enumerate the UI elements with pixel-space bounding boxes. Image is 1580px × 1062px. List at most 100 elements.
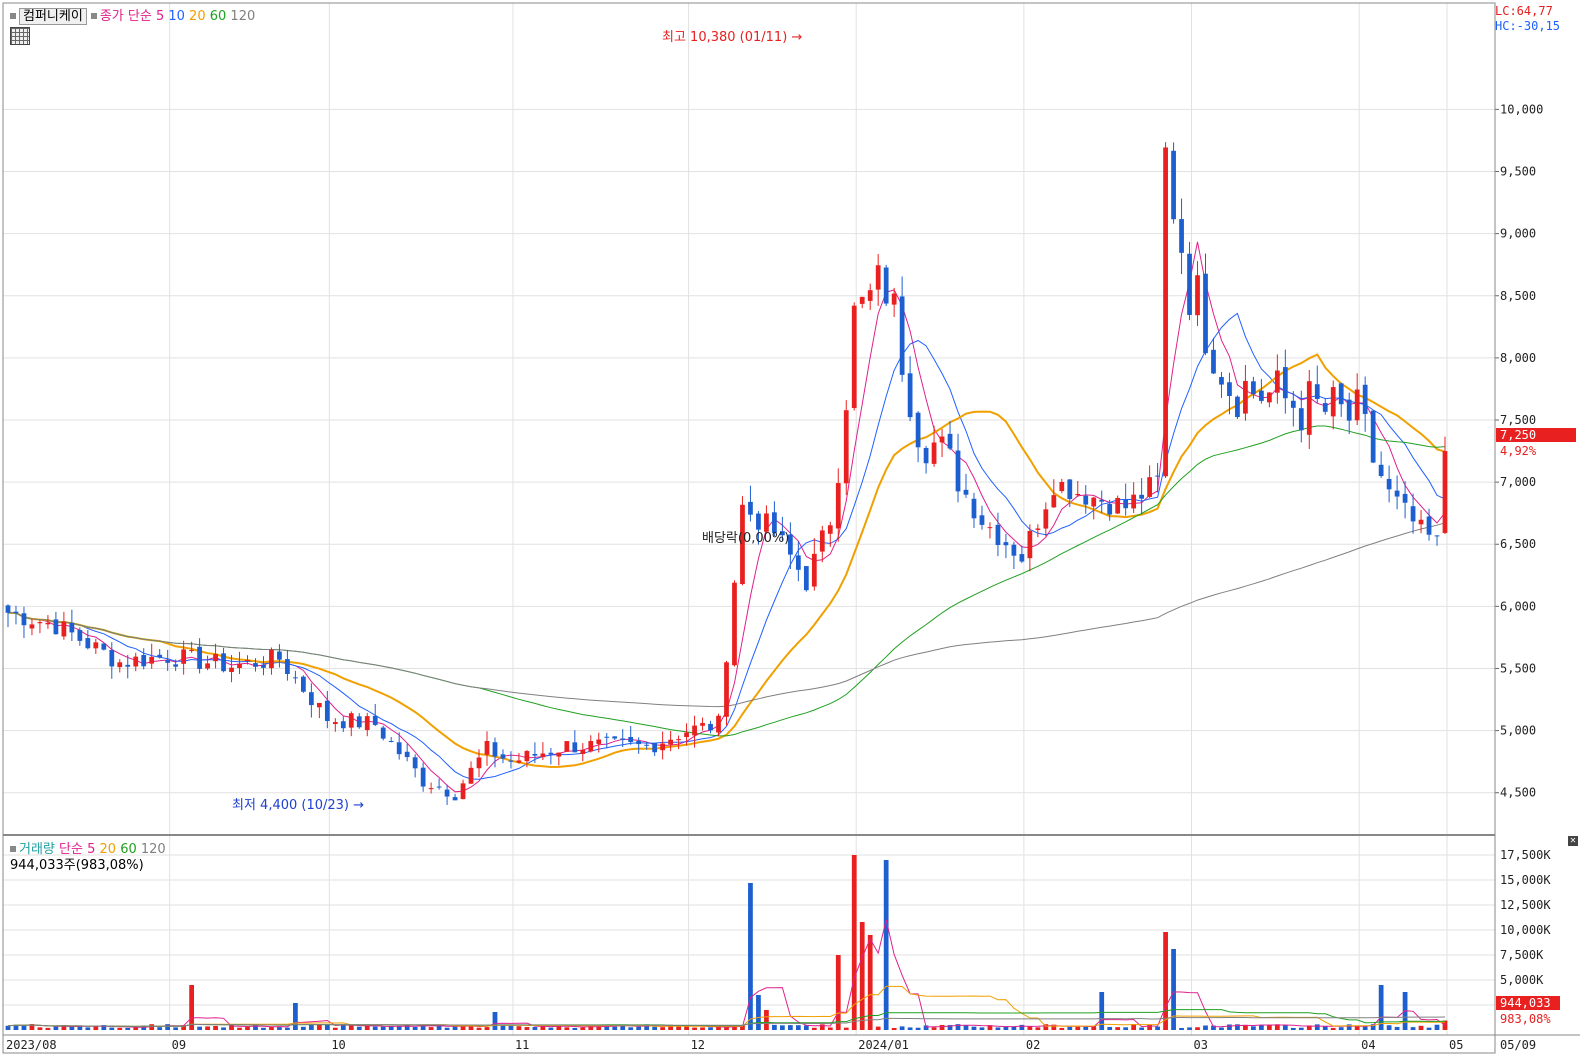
volume-bar bbox=[756, 995, 761, 1030]
volume-bar bbox=[1259, 1024, 1264, 1030]
candle-body bbox=[803, 566, 809, 591]
volume-bar bbox=[875, 1026, 881, 1030]
volume-tick-label: 17,500K bbox=[1500, 848, 1551, 862]
ma120-label: 120 bbox=[230, 9, 256, 24]
candle-body bbox=[356, 716, 362, 728]
volume-bar bbox=[420, 1024, 426, 1030]
volume-bar bbox=[1163, 932, 1168, 1030]
candle-body bbox=[963, 489, 969, 495]
price-tick-label: 7,000 bbox=[1500, 475, 1536, 489]
candle-body bbox=[364, 716, 370, 731]
candle-body bbox=[1378, 464, 1384, 477]
volume-bar bbox=[173, 1027, 179, 1030]
volume-bar bbox=[1027, 1026, 1033, 1030]
candle-body bbox=[787, 534, 793, 555]
volume-bar bbox=[1211, 1025, 1216, 1030]
date-tick-label: 04 bbox=[1361, 1038, 1375, 1052]
volume-bar bbox=[101, 1025, 107, 1030]
volume-bar bbox=[1011, 1026, 1017, 1030]
chart-axes: 10,000 9,500 9,000 8,500 8,000 7,500 7,000 6,50… bbox=[6, 102, 1551, 1052]
vol-ma20-label: 20 bbox=[99, 842, 117, 857]
candle-body bbox=[596, 739, 602, 744]
volume-bar bbox=[764, 1010, 769, 1030]
candle-body bbox=[1235, 396, 1240, 418]
candle-body bbox=[125, 664, 131, 667]
volume-bar bbox=[293, 1003, 298, 1030]
candle-body bbox=[324, 700, 330, 722]
candle-body bbox=[1067, 479, 1073, 500]
volume-bar bbox=[931, 1027, 937, 1030]
volume-bar bbox=[277, 1027, 282, 1030]
candle-body bbox=[1123, 499, 1129, 509]
candle-body bbox=[165, 659, 171, 663]
volume-bar bbox=[428, 1027, 434, 1030]
candle-body bbox=[277, 651, 282, 660]
candle-body bbox=[468, 767, 474, 784]
volume-bar bbox=[1410, 1027, 1416, 1030]
volume-bar bbox=[923, 1025, 929, 1030]
candle-body bbox=[1147, 477, 1152, 497]
candle-body bbox=[1051, 495, 1057, 508]
candle-body bbox=[875, 265, 881, 290]
volume-bar bbox=[1083, 1026, 1089, 1030]
volume-bar bbox=[803, 1025, 809, 1030]
volume-bar bbox=[612, 1026, 618, 1030]
volume-bar bbox=[1131, 1024, 1137, 1030]
candle-body bbox=[724, 662, 729, 717]
lc-readout: LC:64,77 bbox=[1495, 4, 1553, 18]
volume-bar bbox=[620, 1024, 626, 1030]
volume-bar bbox=[1235, 1024, 1240, 1030]
volume-bar bbox=[197, 1026, 202, 1030]
candle-body bbox=[532, 753, 538, 756]
volume-bar bbox=[1418, 1025, 1424, 1030]
volume-bar bbox=[787, 1025, 793, 1030]
candle-body bbox=[979, 515, 985, 525]
table-grid-icon[interactable] bbox=[10, 27, 30, 45]
date-tick-label: 09 bbox=[172, 1038, 186, 1052]
volume-bar bbox=[324, 1024, 330, 1030]
date-tick-label: 03 bbox=[1194, 1038, 1208, 1052]
volume-bar bbox=[69, 1026, 75, 1030]
candle-body bbox=[117, 662, 123, 668]
volume-bar bbox=[947, 1025, 953, 1030]
high-annotation: 최고 10,380 (01/11) → bbox=[662, 30, 803, 45]
candle-body bbox=[811, 553, 817, 587]
volume-bar bbox=[939, 1024, 945, 1030]
volume-bar bbox=[859, 922, 865, 1030]
volume-bar bbox=[348, 1025, 354, 1030]
candle-body bbox=[620, 738, 626, 740]
candle-body bbox=[149, 656, 155, 664]
volume-tick-label: 15,000K bbox=[1500, 873, 1551, 887]
volume-bar bbox=[971, 1026, 977, 1030]
volume-bar bbox=[149, 1024, 155, 1030]
candle-body bbox=[580, 749, 586, 754]
volume-bar bbox=[213, 1025, 218, 1030]
volume-bar bbox=[883, 860, 889, 1030]
candle-body bbox=[1043, 509, 1049, 529]
ma20-label: 20 bbox=[189, 9, 206, 24]
minimize-icon[interactable]: ✕ bbox=[1568, 836, 1578, 846]
vol-ma60-label: 60 bbox=[120, 842, 137, 857]
volume-bar bbox=[21, 1025, 27, 1030]
volume-bar bbox=[1051, 1024, 1057, 1030]
candle-body bbox=[1290, 400, 1296, 408]
candle-body bbox=[668, 739, 673, 745]
candle-body bbox=[444, 789, 450, 797]
candle-body bbox=[293, 677, 298, 679]
volume-bar bbox=[891, 1027, 897, 1030]
candle-body bbox=[348, 713, 354, 728]
volume-bar bbox=[548, 1027, 554, 1030]
candle-body bbox=[308, 692, 314, 706]
candle-body bbox=[612, 736, 618, 739]
price-type-label: 종가 단순 bbox=[99, 9, 152, 24]
volume-bar bbox=[301, 1026, 306, 1030]
candle-body bbox=[396, 742, 402, 755]
candle-body bbox=[1011, 544, 1017, 556]
volume-bar bbox=[93, 1025, 99, 1030]
candle-body bbox=[548, 752, 554, 755]
company-name-button[interactable]: 컴퍼니케이 bbox=[19, 8, 87, 25]
candle-body bbox=[1083, 495, 1089, 505]
candle-body bbox=[1298, 408, 1304, 431]
candle-body bbox=[189, 650, 194, 652]
